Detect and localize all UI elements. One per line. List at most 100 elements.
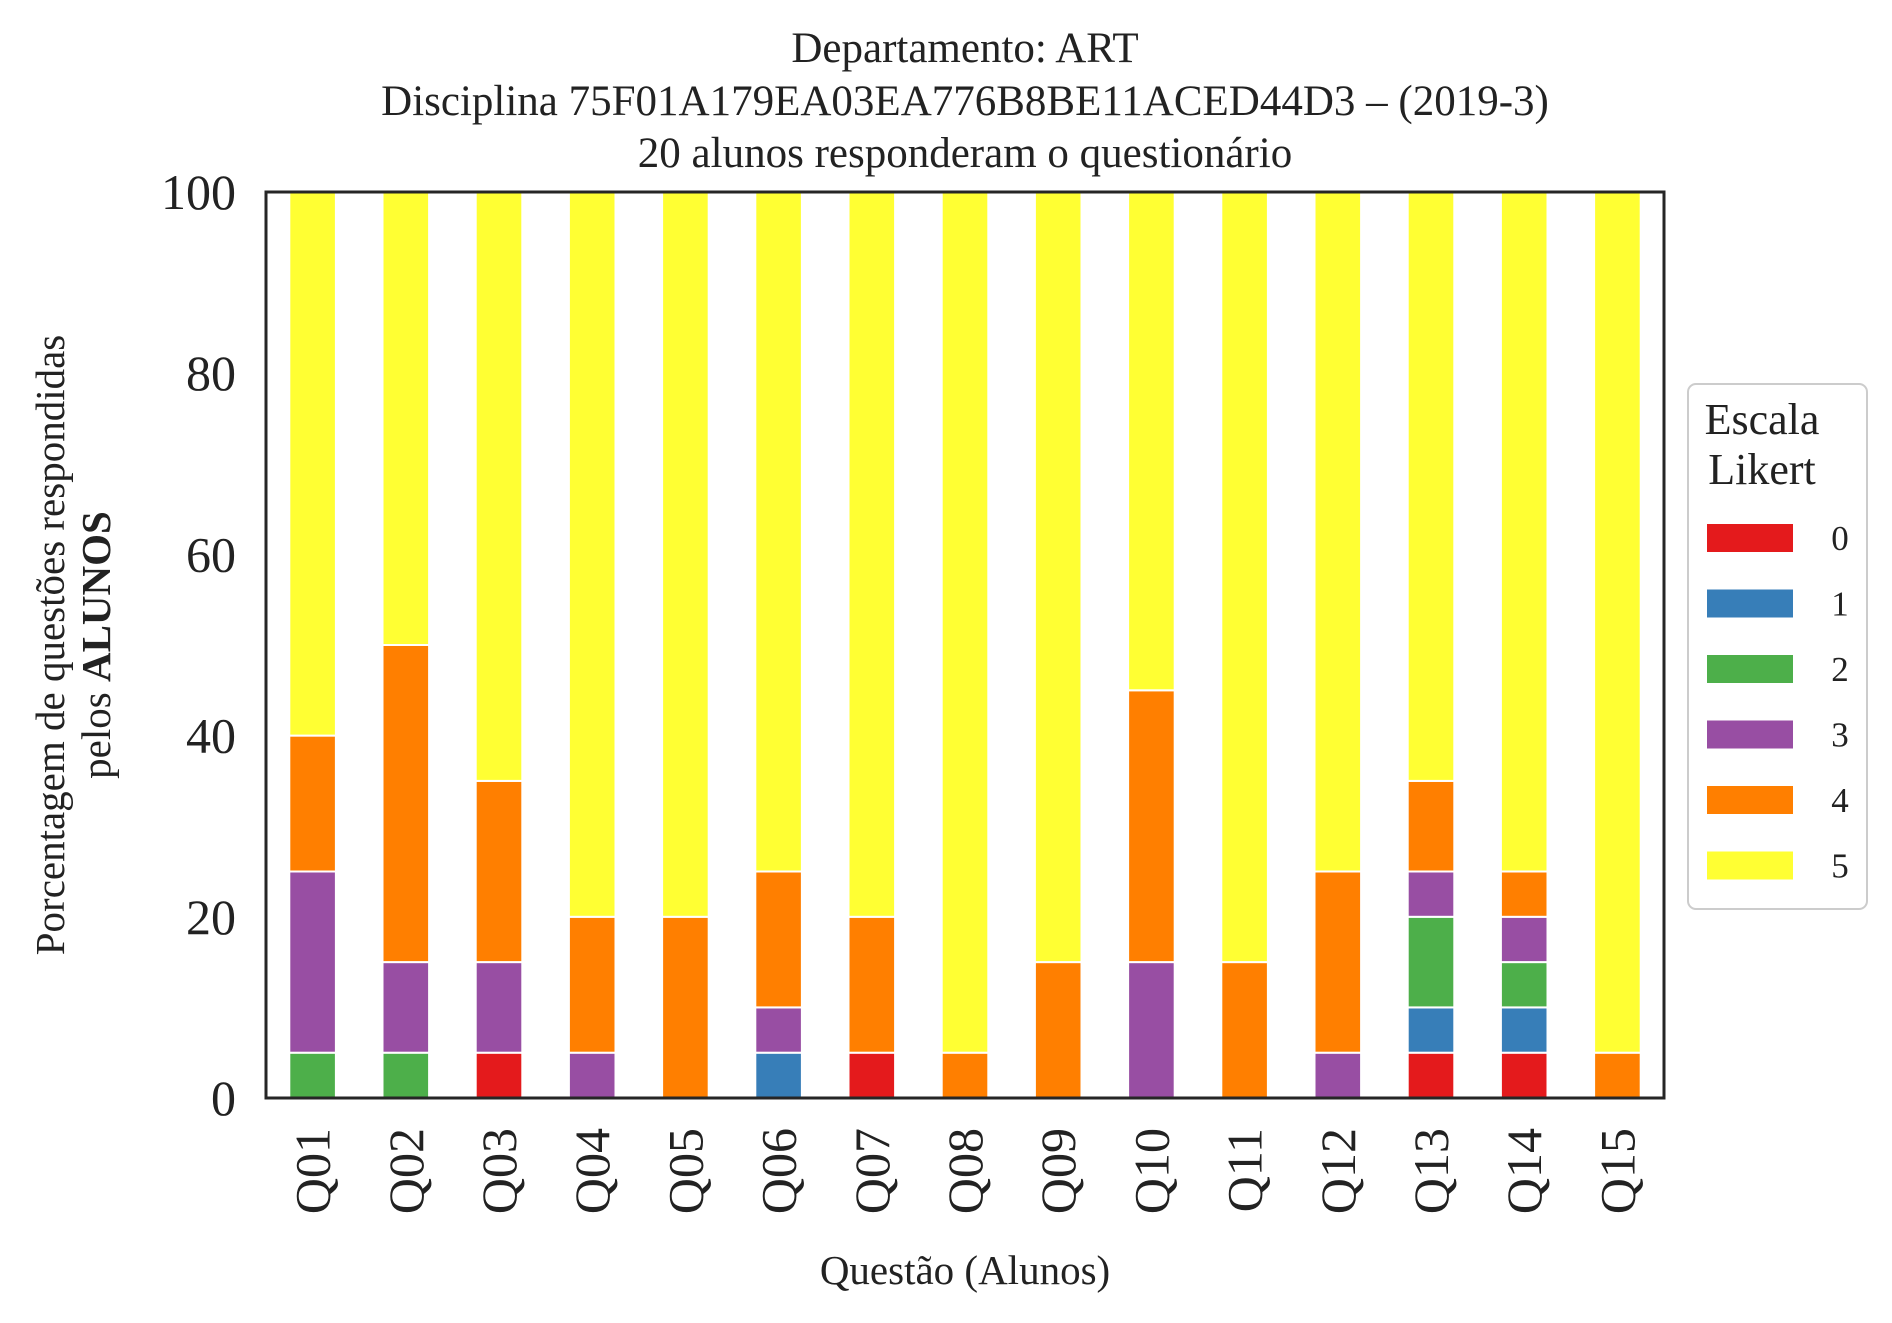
- bar-segment-q12-likert-3: [1313, 1051, 1363, 1099]
- bar-segment-q03-likert-0: [474, 1051, 524, 1099]
- bar-segment-q11-likert-5: [1220, 191, 1269, 964]
- bar-segment-q08-likert-4: [940, 1051, 990, 1099]
- y-tick-label: 0: [211, 1070, 236, 1126]
- legend-items: 0 1 2 3 4 5: [1707, 519, 1849, 886]
- legend-swatch-2: [1707, 655, 1793, 683]
- legend-swatch-5: [1707, 851, 1793, 880]
- bar-segment-q10-likert-4: [1127, 689, 1176, 964]
- x-tick-label: Q09: [1030, 1128, 1086, 1214]
- bar-segment-q15-likert-4: [1593, 1051, 1642, 1099]
- bar-segment-q10-likert-5: [1127, 191, 1176, 692]
- x-tick-label: Q04: [564, 1128, 620, 1214]
- bars-layer: [288, 191, 1642, 1099]
- y-axis-label-prefix: pelos: [73, 682, 119, 779]
- bar-segment-q05-likert-5: [661, 191, 710, 918]
- y-tick-label: 100: [161, 164, 236, 220]
- bar-segment-q01-likert-3: [288, 870, 337, 1054]
- legend-swatch-0: [1707, 524, 1793, 552]
- bar-segment-q04-likert-3: [567, 1051, 617, 1099]
- bar-segment-q04-likert-5: [567, 191, 617, 918]
- x-tick-label: Q12: [1310, 1128, 1366, 1214]
- y-axis-label-bold: ALUNOS: [73, 511, 119, 682]
- bar-segment-q03-likert-5: [474, 191, 524, 782]
- x-tick-label: Q14: [1496, 1128, 1552, 1214]
- title-line-3: 20 alunos responderam o questionário: [638, 130, 1292, 177]
- x-tick-label: Q10: [1123, 1128, 1179, 1214]
- x-tick-label: Q06: [751, 1128, 807, 1214]
- legend: Escala Likert 0 1 2 3 4 5: [1687, 383, 1868, 910]
- legend-label-0: 0: [1831, 519, 1849, 558]
- legend-label-5: 5: [1831, 847, 1849, 886]
- y-axis-label-line-1: Porcentagem de questões respondidas: [27, 335, 73, 956]
- legend-title-line-1: Escala: [1705, 395, 1820, 444]
- bar-segment-q07-likert-0: [847, 1051, 897, 1099]
- legend-title-line-2: Likert: [1708, 445, 1816, 494]
- bar-segment-q03-likert-3: [474, 961, 524, 1054]
- bar-segment-q15-likert-5: [1593, 191, 1642, 1054]
- y-tick-label: 40: [186, 708, 236, 764]
- chart-title: Departamento: ART Disciplina 75F01A179EA…: [381, 25, 1549, 177]
- bar-segment-q01-likert-5: [288, 191, 337, 737]
- x-tick-label: Q11: [1217, 1128, 1273, 1212]
- bar-segment-q14-likert-2: [1499, 961, 1549, 1009]
- bar-segment-q12-likert-4: [1313, 870, 1363, 1054]
- legend-label-2: 2: [1831, 650, 1849, 689]
- bar-segment-q14-likert-3: [1499, 915, 1549, 964]
- x-tick-label: Q01: [285, 1128, 341, 1214]
- bar-segment-q14-likert-1: [1499, 1006, 1549, 1054]
- legend-swatch-4: [1707, 786, 1793, 814]
- bar-segment-q07-likert-5: [847, 191, 897, 918]
- bar-segment-q09-likert-5: [1033, 191, 1083, 964]
- plot-frame: [264, 190, 1666, 1100]
- y-tick-label: 60: [186, 526, 236, 582]
- y-axis-label: Porcentagem de questões respondidas pelo…: [27, 335, 119, 956]
- y-tick-label: 20: [186, 889, 236, 945]
- x-tick-label: Q15: [1589, 1128, 1645, 1214]
- bar-segment-q14-likert-4: [1499, 870, 1549, 918]
- x-tick-label: Q08: [937, 1128, 993, 1214]
- bar-segment-q06-likert-3: [754, 1006, 803, 1054]
- bar-segment-q12-likert-5: [1313, 191, 1363, 873]
- bar-segment-q14-likert-5: [1499, 191, 1549, 873]
- x-tick-label: Q05: [657, 1128, 713, 1214]
- bar-segment-q13-likert-5: [1406, 191, 1456, 782]
- bar-segment-q02-likert-4: [381, 644, 431, 964]
- legend-label-1: 1: [1831, 585, 1849, 624]
- bar-segment-q04-likert-4: [567, 915, 617, 1054]
- title-line-1: Departamento: ART: [791, 25, 1138, 72]
- bar-segment-q13-likert-3: [1406, 870, 1456, 918]
- bar-segment-q01-likert-4: [288, 734, 337, 873]
- bar-segment-q08-likert-5: [940, 191, 990, 1054]
- bar-segment-q05-likert-4: [661, 915, 710, 1099]
- x-tick-label: Q13: [1403, 1128, 1459, 1214]
- bar-segment-q02-likert-2: [381, 1051, 431, 1099]
- bar-segment-q13-likert-4: [1406, 779, 1456, 873]
- x-axis-label: Questão (Alunos): [820, 1247, 1110, 1293]
- legend-label-4: 4: [1831, 781, 1849, 820]
- x-axis-ticks: Q01 Q02 Q03 Q04 Q05 Q06 Q07 Q08 Q09 Q10 Q11 Q12 Q13 Q…: [285, 1128, 1646, 1214]
- bar-segment-q02-likert-5: [381, 191, 431, 646]
- y-tick-label: 80: [186, 345, 236, 401]
- legend-swatch-3: [1707, 720, 1793, 749]
- bar-segment-q06-likert-5: [754, 191, 803, 873]
- bar-segment-q13-likert-1: [1406, 1006, 1456, 1054]
- bar-segment-q06-likert-4: [754, 870, 803, 1009]
- bar-segment-q14-likert-0: [1499, 1051, 1549, 1099]
- x-tick-label: Q07: [844, 1128, 900, 1214]
- y-axis-label-line-2: pelos ALUNOS: [73, 511, 119, 779]
- bar-segment-q13-likert-0: [1406, 1051, 1456, 1099]
- bar-segment-q13-likert-2: [1406, 915, 1456, 1009]
- title-line-2: Disciplina 75F01A179EA03EA776B8BE11ACED4…: [381, 78, 1549, 125]
- bar-segment-q03-likert-4: [474, 779, 524, 964]
- bar-segment-q10-likert-3: [1127, 961, 1176, 1099]
- x-tick-label: Q02: [378, 1128, 434, 1214]
- bar-segment-q01-likert-2: [288, 1051, 337, 1099]
- bar-segment-q09-likert-4: [1033, 961, 1083, 1099]
- legend-label-3: 3: [1831, 716, 1849, 755]
- y-axis-ticks: 0 20 40 60 80 100: [161, 164, 236, 1126]
- bar-segment-q02-likert-3: [381, 961, 431, 1054]
- bar-segment-q11-likert-4: [1220, 961, 1269, 1099]
- bar-segment-q07-likert-4: [847, 915, 897, 1054]
- legend-swatch-1: [1707, 589, 1793, 618]
